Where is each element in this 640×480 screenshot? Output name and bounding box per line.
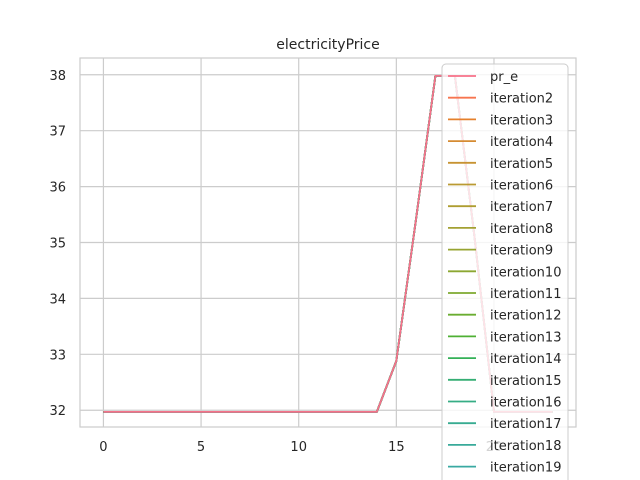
legend-label: iteration12 xyxy=(490,309,561,324)
y-tick-label: 37 xyxy=(49,125,66,140)
y-tick-label: 33 xyxy=(49,348,66,363)
legend-box xyxy=(441,63,569,480)
x-tick-label: 15 xyxy=(388,440,405,455)
legend-label: iteration4 xyxy=(490,135,553,150)
legend-label: iteration17 xyxy=(490,417,561,432)
plot-frame xyxy=(79,57,577,428)
legend-label: iteration7 xyxy=(490,200,553,215)
legend-label: iteration8 xyxy=(490,222,553,237)
legend-label: iteration13 xyxy=(490,330,561,345)
y-tick-label: 35 xyxy=(49,237,66,252)
legend-label: iteration5 xyxy=(490,157,553,172)
legend: pr_e iteration2 iteration3 iteration4 iterat… xyxy=(441,63,569,480)
y-tick-label: 34 xyxy=(49,292,66,307)
legend-label: iteration9 xyxy=(490,244,553,259)
chart-title: electricityPrice xyxy=(276,37,379,53)
legend-label: iteration11 xyxy=(490,287,561,302)
x-tick-label: 10 xyxy=(290,440,307,455)
legend-label: iteration3 xyxy=(490,113,553,128)
legend-label: iteration16 xyxy=(490,396,561,411)
legend-label: iteration18 xyxy=(490,439,561,454)
legend-label: pr_e xyxy=(490,70,518,85)
y-axis-ticks: 32 33 34 35 36 37 38 xyxy=(49,69,66,419)
legend-label: iteration6 xyxy=(490,179,553,194)
legend-label: iteration14 xyxy=(490,352,561,367)
x-tick-label: 0 xyxy=(99,440,107,455)
x-tick-label: 5 xyxy=(197,440,205,455)
legend-label: iteration19 xyxy=(490,461,561,476)
legend-label: iteration2 xyxy=(490,92,553,107)
legend-label: iteration15 xyxy=(490,374,561,389)
y-tick-label: 36 xyxy=(49,181,66,196)
y-tick-label: 32 xyxy=(49,404,66,419)
y-tick-label: 38 xyxy=(49,69,66,84)
legend-label: iteration10 xyxy=(490,265,561,280)
